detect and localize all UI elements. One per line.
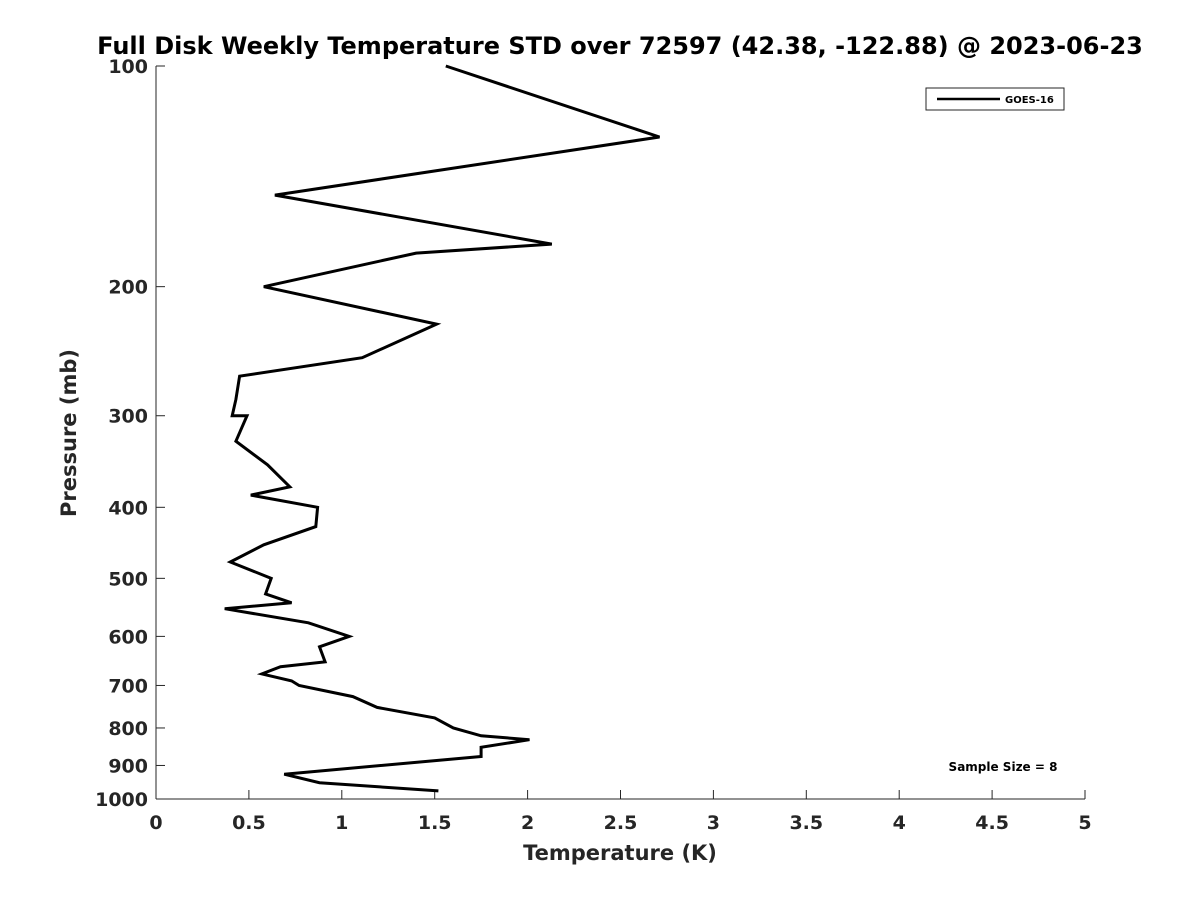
x-tick-label: 3.5 [789,812,823,834]
x-tick-label: 5 [1078,812,1091,834]
x-tick-label: 3 [707,812,720,834]
x-tick-label: 1.5 [418,812,452,834]
y-tick-label: 300 [108,406,148,428]
y-tick-label: 600 [108,626,148,648]
legend: GOES-16 [925,87,1065,111]
y-tick-label: 900 [108,755,148,777]
x-tick-label: 2 [521,812,534,834]
x-tick-label: 2.5 [604,812,638,834]
x-tick-label: 4.5 [975,812,1009,834]
series-layer [224,64,660,793]
y-tick-label: 500 [108,568,148,590]
y-tick-label: 200 [108,277,148,299]
sample-size-annotation: Sample Size = 8 [949,760,1058,774]
x-tick-label: 0.5 [232,812,266,834]
y-tick-label: 1000 [95,789,148,811]
x-tick-label: 0 [149,812,162,834]
x-tick-label: 1 [335,812,348,834]
y-tick-label: 100 [108,56,148,78]
y-tick-label: 700 [108,675,148,697]
y-tick-label: 400 [108,497,148,519]
x-tick-label: 4 [893,812,906,834]
x-axis-label: Temperature (K) [523,841,717,865]
legend-label-goes-16: GOES-16 [1005,95,1054,106]
axes: 0 0.5 1 1.5 2 2.5 3 3.5 4 4.5 5 100 200 300 400 500 600 7… [95,56,1092,834]
y-tick-label: 800 [108,718,148,740]
chart-title: Full Disk Weekly Temperature STD over 72… [97,32,1143,60]
series-line-goes-16 [224,64,660,793]
y-axis-label: Pressure (mb) [57,349,81,517]
